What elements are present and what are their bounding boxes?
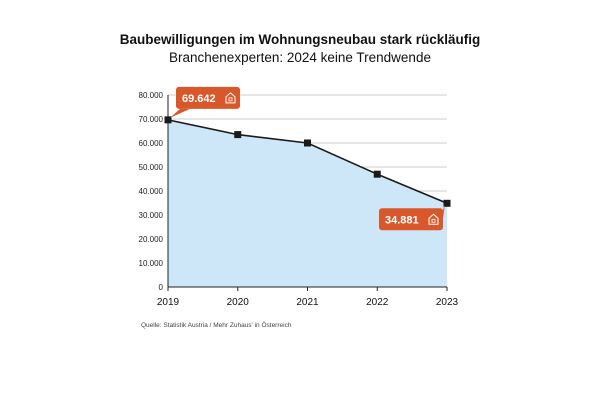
y-tick-label: 30.000 — [139, 211, 164, 220]
area-fill — [168, 119, 447, 288]
chart-title: Baubewilligungen im Wohnungsneubau stark… — [119, 32, 481, 47]
callouts: 69.642 34.881 — [170, 86, 445, 231]
data-point — [234, 131, 242, 139]
data-point — [443, 199, 451, 207]
data-point — [373, 170, 381, 178]
x-tick-label: 2021 — [296, 297, 319, 308]
y-tick-label: 80.000 — [139, 91, 164, 100]
y-tick-label: 50.000 — [139, 163, 164, 172]
data-point — [164, 116, 172, 124]
y-tick-label: 10.000 — [139, 259, 164, 268]
house-icon — [225, 92, 236, 104]
callout-value: 34.881 — [385, 214, 419, 226]
x-tick-label: 2020 — [227, 297, 250, 308]
value-callout: 69.642 — [170, 86, 240, 118]
y-tick-label: 70.000 — [139, 115, 164, 124]
callout-value: 69.642 — [182, 93, 216, 105]
y-axis-ticks: 0 10.000 20.000 30.000 40.000 50.000 60.000 70.… — [139, 91, 164, 292]
y-tick-label: 60.000 — [139, 139, 164, 148]
x-axis-ticks: 2019 2020 2021 2022 2023 — [157, 287, 459, 308]
callout-pointer — [170, 108, 190, 118]
chart-subtitle: Branchenexperten: 2024 keine Trendwende — [169, 50, 431, 65]
y-tick-label: 0 — [159, 283, 164, 292]
house-window-icon — [431, 218, 436, 223]
callout-pointer — [443, 204, 445, 219]
x-tick-label: 2023 — [436, 297, 459, 308]
value-callout: 34.881 — [379, 204, 445, 231]
data-point — [304, 139, 311, 147]
callout-box — [379, 208, 443, 231]
y-tick-label: 20.000 — [139, 235, 164, 244]
house-window-icon — [228, 97, 233, 102]
data-points — [164, 116, 451, 207]
y-tick-label: 40.000 — [139, 187, 164, 196]
x-tick-label: 2019 — [157, 297, 180, 308]
house-icon — [428, 213, 439, 225]
callout-box — [176, 86, 240, 109]
x-tick-label: 2022 — [366, 297, 389, 308]
source-note: Quelle: Statistik Austria / Mehr Zuhaus'… — [141, 322, 292, 329]
